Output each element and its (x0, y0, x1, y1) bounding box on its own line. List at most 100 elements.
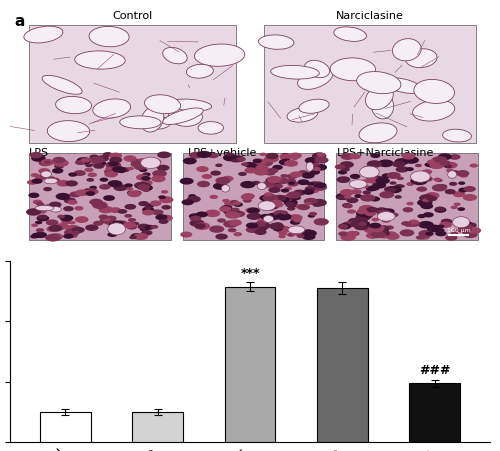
Circle shape (361, 179, 368, 183)
Circle shape (268, 207, 274, 211)
Bar (132, 412, 183, 442)
Circle shape (89, 199, 103, 205)
Ellipse shape (288, 226, 305, 234)
Circle shape (36, 202, 44, 206)
Circle shape (462, 228, 470, 232)
Circle shape (260, 201, 268, 205)
Circle shape (124, 204, 136, 210)
Circle shape (247, 207, 260, 214)
Circle shape (152, 209, 164, 215)
Circle shape (358, 222, 367, 226)
Circle shape (372, 218, 379, 221)
Circle shape (93, 163, 104, 169)
Circle shape (197, 181, 210, 187)
Circle shape (396, 166, 408, 173)
Circle shape (275, 226, 291, 233)
Circle shape (435, 207, 445, 212)
Circle shape (231, 156, 245, 162)
Circle shape (350, 221, 362, 227)
Circle shape (132, 190, 141, 195)
Circle shape (254, 159, 267, 165)
Circle shape (358, 205, 374, 212)
Circle shape (314, 156, 328, 164)
Circle shape (384, 186, 397, 193)
Circle shape (38, 215, 48, 220)
Circle shape (246, 226, 259, 233)
Circle shape (182, 199, 194, 205)
Ellipse shape (360, 166, 379, 178)
Circle shape (150, 159, 162, 165)
Circle shape (38, 209, 47, 214)
Circle shape (57, 215, 65, 218)
Circle shape (142, 207, 154, 213)
Circle shape (278, 231, 287, 236)
Circle shape (280, 211, 287, 214)
Circle shape (434, 156, 447, 163)
Circle shape (380, 191, 394, 198)
Ellipse shape (378, 212, 395, 221)
Circle shape (402, 221, 411, 226)
Circle shape (360, 184, 369, 188)
Circle shape (110, 207, 121, 213)
Circle shape (296, 233, 304, 237)
Circle shape (222, 179, 230, 183)
Circle shape (310, 170, 320, 175)
Circle shape (450, 232, 458, 236)
Ellipse shape (334, 27, 366, 41)
Circle shape (360, 221, 370, 226)
Circle shape (356, 209, 368, 214)
Circle shape (74, 206, 84, 211)
Circle shape (196, 212, 208, 217)
Circle shape (151, 175, 166, 182)
Circle shape (202, 174, 212, 179)
Circle shape (30, 173, 39, 177)
Circle shape (379, 179, 386, 183)
Circle shape (139, 168, 147, 172)
Circle shape (291, 156, 298, 160)
Circle shape (352, 184, 364, 189)
Circle shape (215, 163, 222, 167)
Circle shape (210, 170, 221, 176)
Circle shape (419, 235, 430, 240)
Circle shape (382, 208, 394, 215)
Circle shape (456, 170, 469, 177)
Circle shape (213, 183, 228, 190)
Text: 100 μm: 100 μm (447, 228, 470, 233)
Circle shape (312, 152, 326, 160)
Circle shape (418, 221, 434, 229)
Ellipse shape (384, 78, 422, 93)
Circle shape (418, 230, 434, 237)
Circle shape (464, 222, 476, 228)
Ellipse shape (330, 58, 376, 81)
Circle shape (266, 177, 280, 184)
Circle shape (49, 202, 62, 208)
Circle shape (28, 193, 40, 198)
Circle shape (338, 223, 351, 230)
Circle shape (142, 188, 148, 191)
Circle shape (109, 221, 124, 228)
Ellipse shape (24, 26, 63, 43)
Circle shape (354, 194, 362, 198)
Circle shape (444, 189, 456, 194)
Circle shape (255, 167, 270, 175)
Circle shape (450, 170, 460, 175)
Circle shape (48, 178, 55, 181)
Text: Narciclasine: Narciclasine (336, 11, 404, 21)
Circle shape (216, 177, 230, 184)
Ellipse shape (366, 85, 394, 110)
Bar (183, 152, 324, 239)
Circle shape (394, 184, 403, 188)
Circle shape (220, 205, 232, 211)
Circle shape (217, 218, 226, 223)
Bar (409, 383, 460, 442)
Circle shape (219, 206, 232, 212)
Circle shape (350, 190, 358, 194)
Circle shape (127, 190, 141, 197)
Circle shape (449, 154, 460, 160)
Circle shape (314, 182, 326, 188)
Ellipse shape (35, 206, 54, 211)
Circle shape (408, 221, 420, 227)
Circle shape (246, 162, 262, 170)
Circle shape (109, 157, 122, 163)
Circle shape (372, 176, 384, 182)
